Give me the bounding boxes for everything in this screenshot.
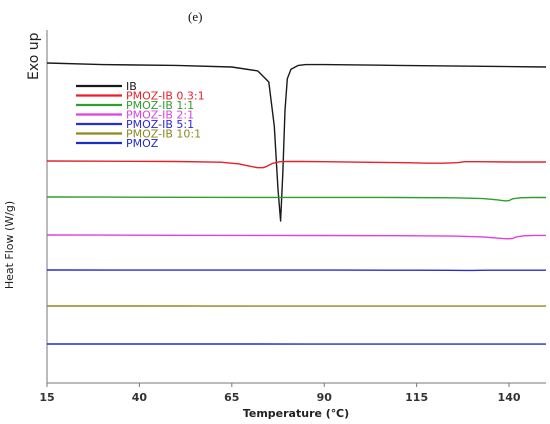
legend-label: PMOZ-IB 2:1 [126, 109, 194, 122]
series-line-2 [46, 160, 546, 169]
x-ticks: 15 40 65 90 115 140 [39, 383, 521, 404]
x-tick-label: 90 [317, 391, 333, 404]
legend-label: PMOZ-IB 10:1 [126, 128, 201, 141]
x-tick-label: 140 [498, 391, 521, 404]
x-tick-label: 115 [405, 391, 428, 404]
x-tick-label: 15 [39, 391, 54, 404]
series-line-3 [46, 196, 546, 202]
exo-up-label: Exo up [26, 32, 42, 80]
legend-label: PMOZ [126, 137, 159, 150]
x-tick-label: 65 [224, 391, 239, 404]
series-line-4 [46, 234, 546, 240]
panel-label: (e) [188, 9, 202, 24]
series-line-1 [46, 62, 547, 222]
series-layer [46, 62, 547, 345]
legend-label: IB [126, 80, 137, 93]
y-axis-title: Heat Flow (W/g) [3, 201, 16, 289]
legend-label: PMOZ-IB 5:1 [126, 118, 194, 131]
x-axis-title: Temperature (℃) [243, 407, 349, 420]
x-tick-label: 40 [132, 391, 148, 404]
legend-label: PMOZ-IB 1:1 [126, 99, 194, 112]
legend-label: PMOZ-IB 0.3:1 [126, 90, 205, 103]
